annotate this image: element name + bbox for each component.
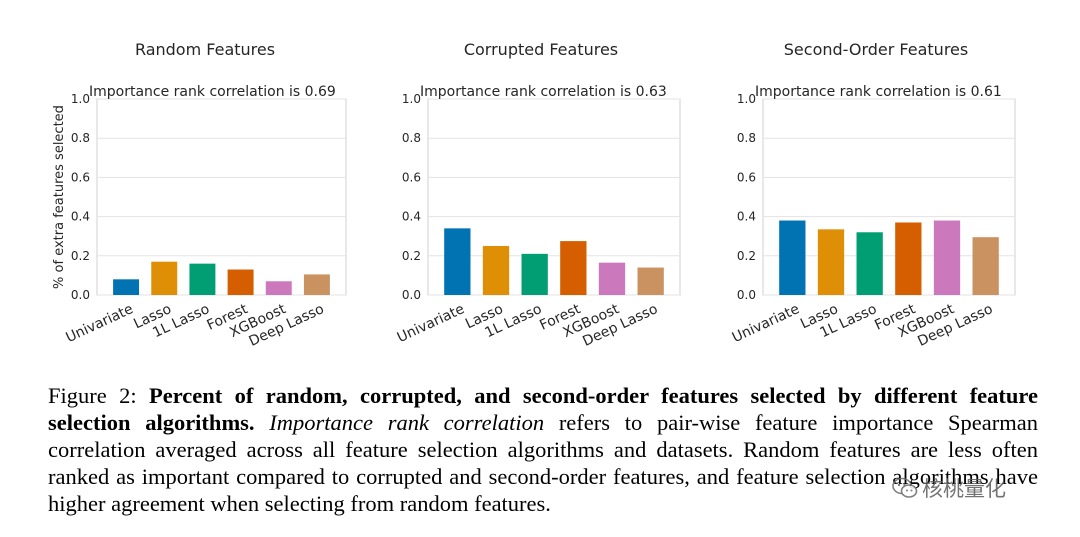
bar-univariate bbox=[779, 220, 806, 295]
watermark: 核桃量化 bbox=[892, 473, 1006, 503]
caption-italic-term: Importance rank correlation bbox=[269, 410, 545, 435]
x-tick-label: Univariate bbox=[395, 301, 467, 346]
y-tick-label: 0.8 bbox=[71, 131, 90, 145]
y-tick-label: 1.0 bbox=[402, 92, 421, 106]
chart-title: Corrupted Features bbox=[464, 40, 618, 59]
bar-deep-lasso bbox=[637, 267, 664, 295]
y-tick-label: 0.4 bbox=[71, 210, 90, 224]
bar-forest bbox=[227, 269, 254, 295]
caption-label: Figure 2: bbox=[48, 383, 149, 408]
y-tick-label: 1.0 bbox=[71, 92, 90, 106]
rank-correlation-annotation: Importance rank correlation is 0.63 bbox=[420, 84, 667, 100]
watermark-text: 核桃量化 bbox=[922, 477, 1006, 501]
bar-deep-lasso bbox=[303, 274, 330, 295]
y-tick-label: 0.0 bbox=[737, 288, 756, 302]
bar-xgboost bbox=[265, 281, 292, 295]
bar-forest bbox=[560, 241, 587, 295]
y-tick-label: 0.2 bbox=[71, 249, 90, 263]
y-tick-label: 0.6 bbox=[402, 170, 421, 184]
y-tick-label: 0.4 bbox=[402, 210, 421, 224]
y-tick-label: 0.6 bbox=[71, 170, 90, 184]
chart-title: Second-Order Features bbox=[784, 40, 968, 59]
bar-univariate bbox=[444, 228, 471, 295]
bar-univariate bbox=[113, 279, 140, 295]
wechat-icon bbox=[892, 477, 918, 498]
y-tick-label: 0.0 bbox=[71, 288, 90, 302]
figure-caption: Figure 2: Percent of random, corrupted, … bbox=[48, 382, 1038, 517]
bar-lasso bbox=[817, 229, 845, 295]
chart-title: Random Features bbox=[135, 40, 275, 59]
plot-frame bbox=[96, 98, 347, 296]
y-tick-label: 1.0 bbox=[737, 92, 756, 106]
x-tick-label: Univariate bbox=[730, 301, 802, 346]
y-tick-label: 0.8 bbox=[737, 131, 756, 145]
bar-1l-lasso bbox=[521, 253, 548, 295]
bar-forest bbox=[895, 222, 922, 295]
y-tick-label: 0.8 bbox=[402, 131, 421, 145]
y-tick-label: 0.4 bbox=[737, 210, 756, 224]
bar-lasso bbox=[151, 261, 178, 295]
y-tick-label: 0.2 bbox=[402, 249, 421, 263]
caption-body: refers to pair-wise feature importance S… bbox=[48, 410, 1038, 516]
bar-1l-lasso bbox=[856, 232, 883, 295]
bar-xgboost bbox=[598, 262, 626, 295]
y-tick-label: 0.2 bbox=[737, 249, 756, 263]
bar-deep-lasso bbox=[972, 237, 999, 295]
bar-lasso bbox=[482, 246, 510, 295]
y-axis-label: % of extra features selected bbox=[52, 105, 67, 289]
y-tick-label: 0.0 bbox=[402, 288, 421, 302]
bar-xgboost bbox=[933, 220, 961, 295]
bar-1l-lasso bbox=[189, 263, 216, 295]
rank-correlation-annotation: Importance rank correlation is 0.61 bbox=[755, 84, 1002, 100]
y-tick-label: 0.6 bbox=[737, 170, 756, 184]
x-tick-label: Univariate bbox=[64, 301, 136, 346]
caption-bold-title: Percent of random, corrupted, and second… bbox=[48, 383, 1038, 435]
rank-correlation-annotation: Importance rank correlation is 0.69 bbox=[89, 84, 336, 100]
